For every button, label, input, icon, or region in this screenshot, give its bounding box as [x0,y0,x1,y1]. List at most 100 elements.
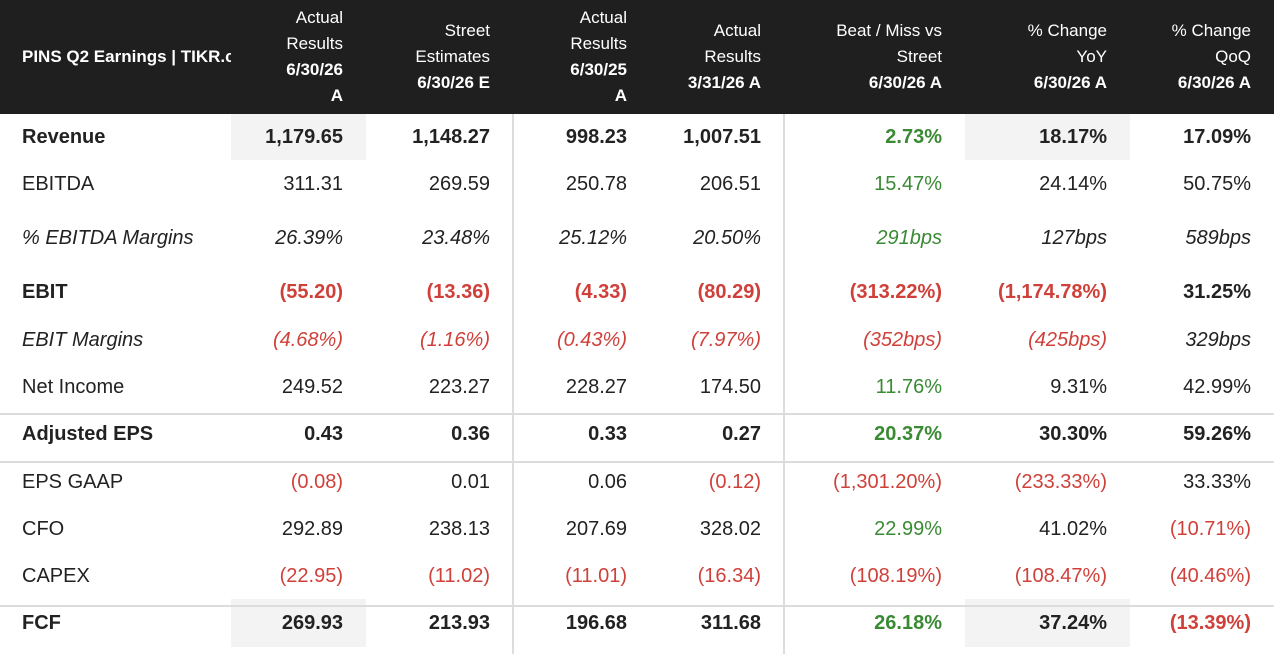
column-divider [512,114,514,654]
column-header-date: A [330,86,343,105]
table-cell: (0.08) [290,470,343,493]
table-cell: (0.12) [708,470,761,493]
column-header: Actual Results 6/30/25 A [513,0,650,114]
column-header-date: A [614,86,627,105]
table-cell: 22.99% [874,518,942,540]
table-cell: 206.51 [699,172,761,195]
table-cell: 269.59 [428,172,490,195]
column-header-line: Beat / Miss vs [836,21,942,40]
table-cell: (352bps) [863,328,942,351]
table-cell: 0.43 [304,422,343,445]
column-header-line: % Change [1171,21,1251,40]
column-header: Beat / Miss vs Street 6/30/26 A [784,0,965,114]
table-cell: 0.01 [451,470,490,493]
table-cell: 213.93 [428,611,490,634]
table-cell: 0.27 [722,422,761,445]
row-divider [0,461,1274,463]
row-divider [0,605,1274,607]
table-cell: 250.78 [565,172,627,195]
column-header-line: YoY [1076,47,1107,66]
column-header-date: 6/30/26 [286,60,343,79]
table-cell: (4.33) [574,280,627,303]
table-cell: 25.12% [559,226,627,249]
table-cell: 291bps [876,226,942,249]
table-cell: 589bps [1185,226,1251,249]
table-cell: (80.29) [697,280,761,303]
column-header: Actual Results 6/30/26 A [231,0,366,114]
table-cell: (4.68%) [272,328,343,351]
column-header-date: 6/30/26 A [868,73,942,92]
table-cell: 127bps [1041,226,1107,249]
table-cell: 998.23 [565,125,627,148]
table-cell: 223.27 [428,375,490,398]
table-cell: (13.39%) [1169,611,1251,634]
table-cell: 31.25% [1183,280,1251,303]
table-cell: (13.36) [426,280,490,303]
table-cell: 20.50% [693,226,761,249]
column-header-line: Results [570,34,627,53]
column-header-date: 6/30/26 A [1177,73,1251,92]
column-header-line: Actual [295,8,343,27]
table-cell: 329bps [1185,328,1251,351]
column-header-date: 6/30/26 E [417,73,490,92]
table-cell: 18.17% [965,114,1130,160]
table-cell: 196.68 [565,611,627,634]
table-cell: (1,301.20%) [833,470,942,493]
table-cell: (1.16%) [419,328,490,351]
table-cell: 2.73% [885,125,942,148]
table-cell: 249.52 [281,375,343,398]
column-header-line: Street [444,21,490,40]
table-cell: 238.13 [428,518,490,540]
table-cell: 1,179.65 [231,114,366,160]
column-header-line: Actual [713,21,761,40]
table-cell: 1,007.51 [683,125,761,148]
column-header-line: Street [896,47,942,66]
table-cell: (108.19%) [849,564,942,587]
column-header-line: Estimates [415,47,490,66]
table-cell: 37.24% [965,599,1130,647]
row-label: FCF [22,611,61,634]
row-label: EPS GAAP [22,470,124,493]
table-cell: 30.30% [1039,422,1107,445]
row-label: CAPEX [22,564,90,587]
table-cell: 24.14% [1039,172,1107,195]
table-cell: 328.02 [699,518,761,540]
column-header-line: Results [704,47,761,66]
row-label: EBIT Margins [22,328,144,351]
table-cell: (11.01) [565,564,627,587]
table-title-text: PINS Q2 Earnings | TIKR.com [22,47,261,66]
table-cell: 292.89 [281,518,343,540]
table-cell: 59.26% [1183,422,1251,445]
row-label: % EBITDA Margins [22,226,194,249]
table-cell: (22.95) [279,564,343,587]
table-cell: 269.93 [231,599,366,647]
row-label: EBITDA [22,172,95,195]
column-header-line: Results [286,34,343,53]
column-header: Actual Results 3/31/26 A [650,0,784,114]
table-cell: (108.47%) [1014,564,1107,587]
row-label: CFO [22,518,65,540]
table-cell: 0.06 [588,470,627,493]
table-cell: (55.20) [279,280,343,303]
table-cell: 15.47% [874,172,942,195]
column-header: Street Estimates 6/30/26 E [366,0,513,114]
table-cell: 23.48% [422,226,490,249]
column-header: % Change YoY 6/30/26 A [965,0,1130,114]
row-divider [0,413,1274,415]
row-label: Adjusted EPS [22,422,154,445]
table-cell: (11.02) [428,564,490,587]
table-cell: 50.75% [1183,172,1251,195]
column-header-line: Actual [579,8,627,27]
table-cell: 207.69 [565,518,627,540]
table-cell: 26.39% [275,226,343,249]
table-cell: 33.33% [1183,470,1251,493]
table-cell: 20.37% [874,422,942,445]
row-label: Net Income [22,375,125,398]
column-header-date: 6/30/26 A [1033,73,1107,92]
row-label: Revenue [22,125,106,148]
column-header-date: 6/30/25 [570,60,627,79]
table-cell: 311.68 [700,611,761,634]
column-header: % Change QoQ 6/30/26 A [1130,0,1274,114]
table-cell: (16.34) [697,564,761,587]
